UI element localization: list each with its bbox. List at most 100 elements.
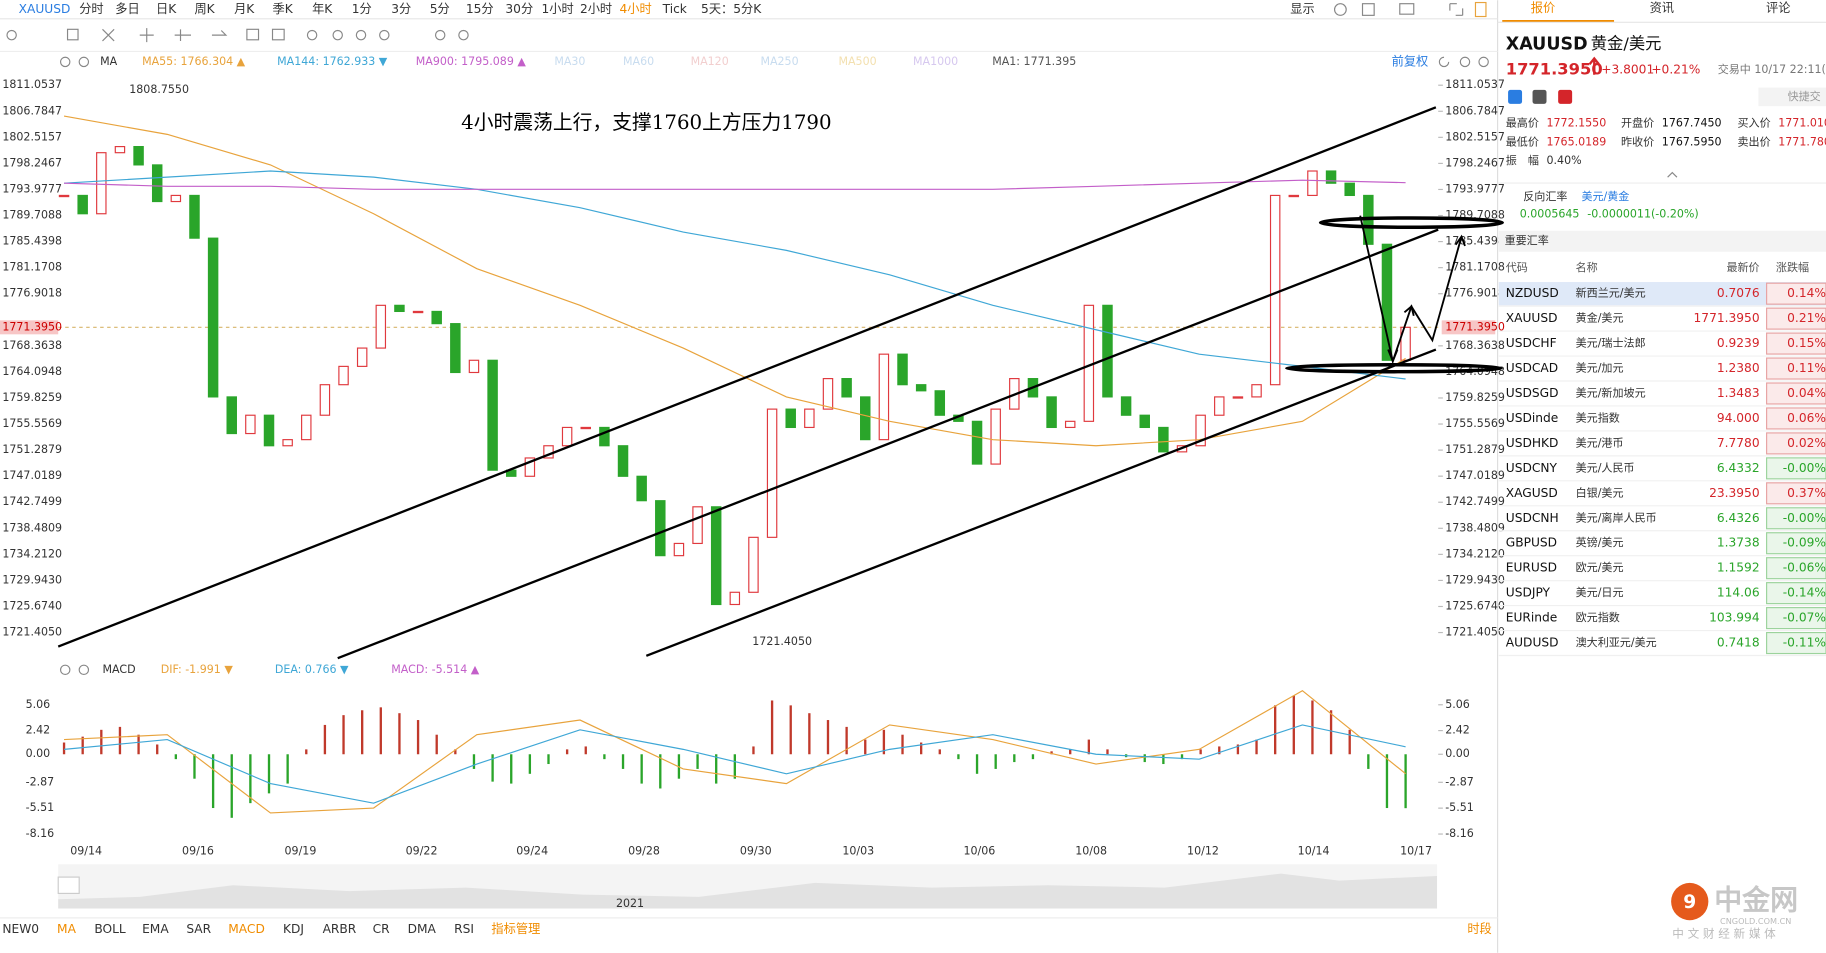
period-tab[interactable]: Tick [662, 2, 688, 16]
indicator-manage[interactable]: 指标管理 [491, 921, 540, 936]
collapse[interactable] [1667, 171, 1678, 178]
rate-code: XAUUSD [1506, 311, 1558, 325]
y-tick-label: -2.87 [1445, 775, 1474, 788]
period-tab[interactable]: 年K [312, 2, 333, 16]
quote-icon[interactable] [1532, 89, 1547, 104]
y-tick-label: 1789.7088 [2, 209, 62, 222]
period-tab[interactable]: 15分 [466, 2, 494, 16]
indicator-tab[interactable]: RSI [454, 922, 474, 936]
candle [841, 378, 852, 398]
period-tab[interactable]: 分时 [79, 2, 103, 16]
rate-price: 1.3738 [1717, 536, 1760, 550]
indicator-tab[interactable]: BOLL [94, 922, 126, 936]
period-tab[interactable]: 1分 [352, 2, 372, 16]
ma-label: MA60 [623, 55, 654, 68]
y-tick-label: 1768.3638 [2, 339, 62, 352]
ma-label: MA30 [554, 55, 585, 68]
period-tab[interactable]: 季K [273, 2, 294, 16]
period-tab[interactable]: 2小时 [580, 2, 612, 16]
fast-trade[interactable] [1758, 87, 1826, 107]
rates-title: 重要汇率 [1505, 233, 1549, 247]
period-tab[interactable]: 月K [234, 2, 255, 16]
candle [207, 237, 219, 398]
rate-pct: 0.02% [1787, 436, 1826, 450]
period-tab[interactable]: 多日 [115, 2, 139, 16]
fast-trade-label: 快捷交 [1788, 89, 1821, 103]
y-tick-label: 1781.1708 [2, 261, 62, 274]
navigator-handle[interactable] [57, 876, 80, 894]
candle [1120, 396, 1132, 416]
rates-header: 名称 [1576, 260, 1598, 274]
indicator-tab[interactable]: CR [373, 922, 391, 936]
stat-label: 开盘价 [1621, 116, 1654, 130]
indicator-tab[interactable]: KDJ [283, 922, 304, 936]
display-menu[interactable]: 显示 [1290, 2, 1314, 16]
candle [1251, 384, 1262, 398]
toolbar-icons[interactable] [1333, 1, 1487, 18]
chart-controls[interactable] [59, 56, 1489, 676]
amp-value: 0.40% [1547, 154, 1582, 167]
period-tab[interactable]: 30分 [505, 2, 533, 16]
y-tick-label: 1738.4809 [1445, 521, 1505, 534]
panel-tab[interactable]: 报价 [1531, 0, 1555, 15]
rate-name: 美元/人民币 [1576, 461, 1635, 474]
rate-code: USDSGD [1506, 386, 1559, 400]
session-button[interactable]: 时段 [1467, 921, 1491, 936]
low-label: 1721.4050 [752, 635, 812, 648]
indicator-tab[interactable]: MA [57, 922, 77, 936]
y-tick-label: 1725.6740 [2, 599, 62, 612]
quote-icon[interactable] [1558, 89, 1573, 104]
ma-label: MA1: 1771.395 [992, 55, 1076, 68]
period-tab[interactable]: 5分 [430, 2, 450, 16]
candle [878, 353, 890, 441]
y-tick-label: 1734.2120 [1445, 547, 1505, 560]
indicator-tab[interactable]: MACD [228, 922, 265, 936]
restore-button[interactable]: 前复权 [1392, 53, 1429, 68]
candle [1214, 396, 1225, 416]
indicator-tab[interactable]: NEW0 [2, 922, 39, 936]
drawing-tools[interactable] [6, 28, 469, 43]
candle [1139, 414, 1150, 429]
y-tick-label: 1811.0537 [2, 78, 62, 91]
panel-tab[interactable]: 资讯 [1650, 1, 1674, 15]
rate-pct: 0.14% [1787, 286, 1826, 300]
y-tick-label: 1729.9430 [1445, 573, 1505, 586]
macd-label: MACD: -5.514 ▲ [391, 663, 479, 676]
stat-value: 1772.1550 [1547, 117, 1607, 130]
period-tab[interactable]: 1小时 [542, 2, 574, 16]
candle [1158, 426, 1169, 453]
rate-pct: 0.21% [1787, 311, 1826, 325]
candle [748, 536, 759, 593]
candle [1344, 182, 1355, 197]
quote-icon[interactable] [1508, 89, 1523, 104]
x-tick-label: 10/03 [842, 844, 874, 857]
indicator-tab[interactable]: DMA [408, 922, 437, 936]
panel-tab[interactable]: 评论 [1766, 1, 1790, 15]
candle [301, 414, 312, 441]
period-tab[interactable]: 3分 [391, 2, 411, 16]
rate-name: 美元/港币 [1576, 436, 1624, 449]
rate-code: USDCNH [1506, 511, 1559, 525]
candle [804, 408, 815, 429]
y-tick-label: -8.16 [1445, 827, 1474, 840]
rate-pct: 0.37% [1787, 486, 1826, 500]
candle [1102, 304, 1113, 398]
period-tab[interactable]: 日K [156, 2, 177, 16]
quote-name: 黄金/美元 [1591, 34, 1662, 53]
period-tab[interactable]: 周K [194, 2, 215, 16]
stat-label: 昨收价 [1621, 134, 1654, 148]
rate-price: 6.4332 [1717, 461, 1760, 475]
candle [897, 353, 908, 386]
x-tick-label: 09/22 [406, 844, 438, 857]
ma-line [64, 170, 1406, 380]
y-tick-label: 1798.2467 [2, 156, 62, 169]
rates-header: 最新价 [1726, 260, 1759, 274]
period-tab[interactable]: 4小时 [620, 2, 652, 16]
y-tick-label: 1738.4809 [2, 521, 62, 534]
indicator-tab[interactable]: SAR [186, 922, 211, 936]
period-tab[interactable]: 5天：5分K [701, 2, 762, 16]
indicator-tab[interactable]: ARBR [323, 922, 357, 936]
candle [766, 408, 778, 538]
indicator-tab[interactable]: EMA [142, 922, 169, 936]
watermark-logo: 9 [1671, 882, 1709, 921]
